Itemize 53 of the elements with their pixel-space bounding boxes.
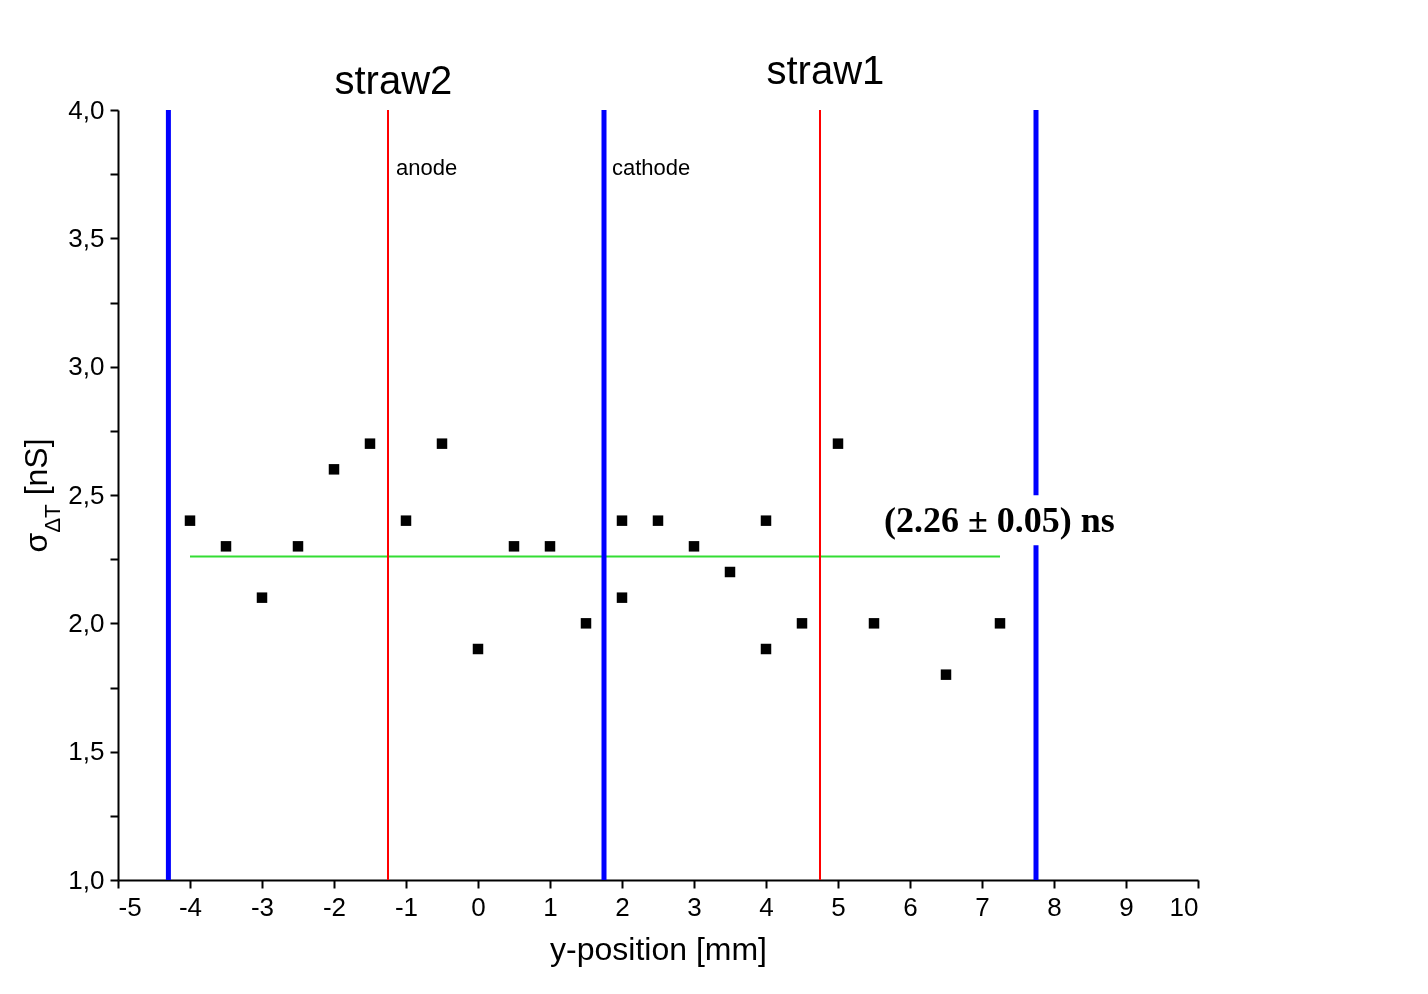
ref-line-label: cathode	[612, 155, 691, 180]
point	[616, 592, 628, 603]
y-tick-label: 1,5	[68, 736, 105, 767]
point	[760, 515, 772, 526]
x-tick-label: 9	[1119, 891, 1134, 922]
y-tick-label: 3,5	[68, 222, 105, 253]
point	[544, 541, 556, 552]
y-tick-label: 4,0	[68, 94, 105, 125]
point	[364, 438, 376, 449]
x-tick-label: -5	[118, 891, 142, 922]
point	[688, 541, 700, 552]
x-tick-label: -3	[250, 891, 275, 922]
point	[580, 618, 592, 629]
x-tick-label: -2	[322, 891, 347, 922]
x-tick-label: 5	[831, 891, 846, 922]
point	[508, 541, 520, 552]
point	[220, 541, 232, 552]
x-tick-label: -1	[394, 891, 419, 922]
point	[616, 515, 628, 526]
point	[256, 592, 268, 603]
x-tick-label: 0	[471, 891, 486, 922]
point	[184, 515, 196, 526]
y-tick-label: 1,0	[68, 864, 105, 895]
x-tick-label: 8	[1047, 891, 1062, 922]
x-tick-label: 6	[903, 891, 918, 922]
point	[328, 464, 340, 475]
point	[940, 669, 952, 680]
point	[724, 566, 736, 578]
point	[832, 438, 844, 449]
point	[292, 541, 304, 552]
point	[652, 515, 664, 526]
x-tick-label: 10	[1169, 891, 1199, 922]
point	[472, 643, 484, 655]
point	[760, 643, 772, 655]
point	[796, 618, 808, 629]
point	[400, 515, 412, 526]
x-tick-label: 7	[975, 891, 990, 922]
x-tick-label: 4	[759, 891, 774, 922]
point	[868, 618, 880, 629]
x-tick-label: 2	[615, 891, 630, 922]
point	[994, 618, 1006, 629]
point	[436, 438, 448, 449]
x-tick-label: 1	[543, 891, 558, 922]
y-tick-label: 2,5	[68, 479, 105, 510]
x-axis-title: y-position [mm]	[550, 930, 767, 967]
ref-line-label: anode	[396, 155, 458, 180]
annotation: (2.26 ± 0.05) ns	[883, 500, 1115, 541]
x-tick-label: 3	[687, 891, 702, 922]
x-tick-label: -4	[178, 891, 203, 922]
text: straw1	[766, 48, 885, 92]
y-tick-label: 3,0	[68, 351, 105, 382]
text: straw2	[334, 58, 453, 102]
y-tick-label: 2,0	[68, 607, 105, 638]
